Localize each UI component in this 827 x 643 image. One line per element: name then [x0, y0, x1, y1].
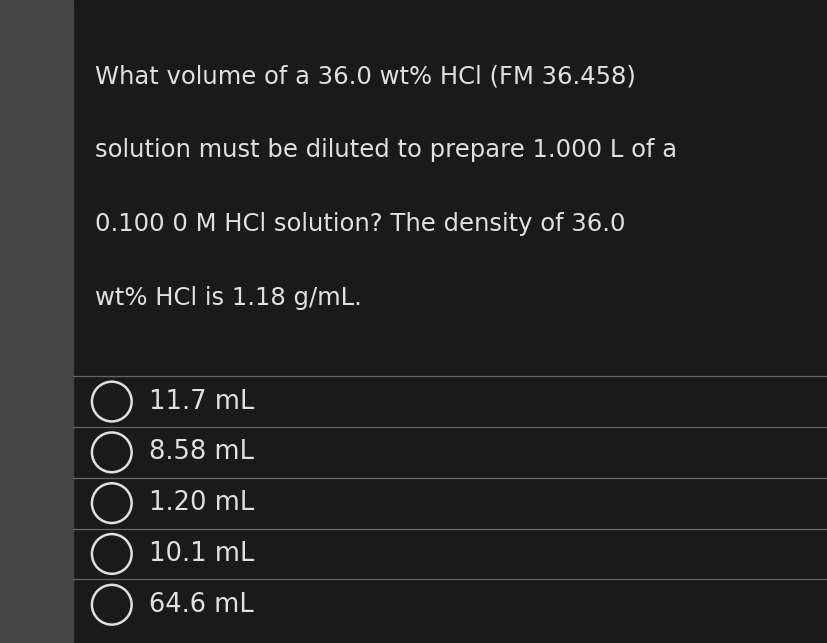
Text: 10.1 mL: 10.1 mL	[149, 541, 254, 567]
Text: What volume of a 36.0 wt% HCl (FM 36.458): What volume of a 36.0 wt% HCl (FM 36.458…	[95, 64, 635, 88]
Text: wt% HCl is 1.18 g/mL.: wt% HCl is 1.18 g/mL.	[95, 286, 361, 310]
Text: 0.100 0 M HCl solution? The density of 36.0: 0.100 0 M HCl solution? The density of 3…	[95, 212, 625, 236]
Text: 1.20 mL: 1.20 mL	[149, 490, 254, 516]
Text: solution must be diluted to prepare 1.000 L of a: solution must be diluted to prepare 1.00…	[95, 138, 676, 162]
Text: 64.6 mL: 64.6 mL	[149, 592, 254, 618]
Bar	[0, 0, 73, 643]
Text: 11.7 mL: 11.7 mL	[149, 388, 254, 415]
Text: 8.58 mL: 8.58 mL	[149, 439, 254, 466]
